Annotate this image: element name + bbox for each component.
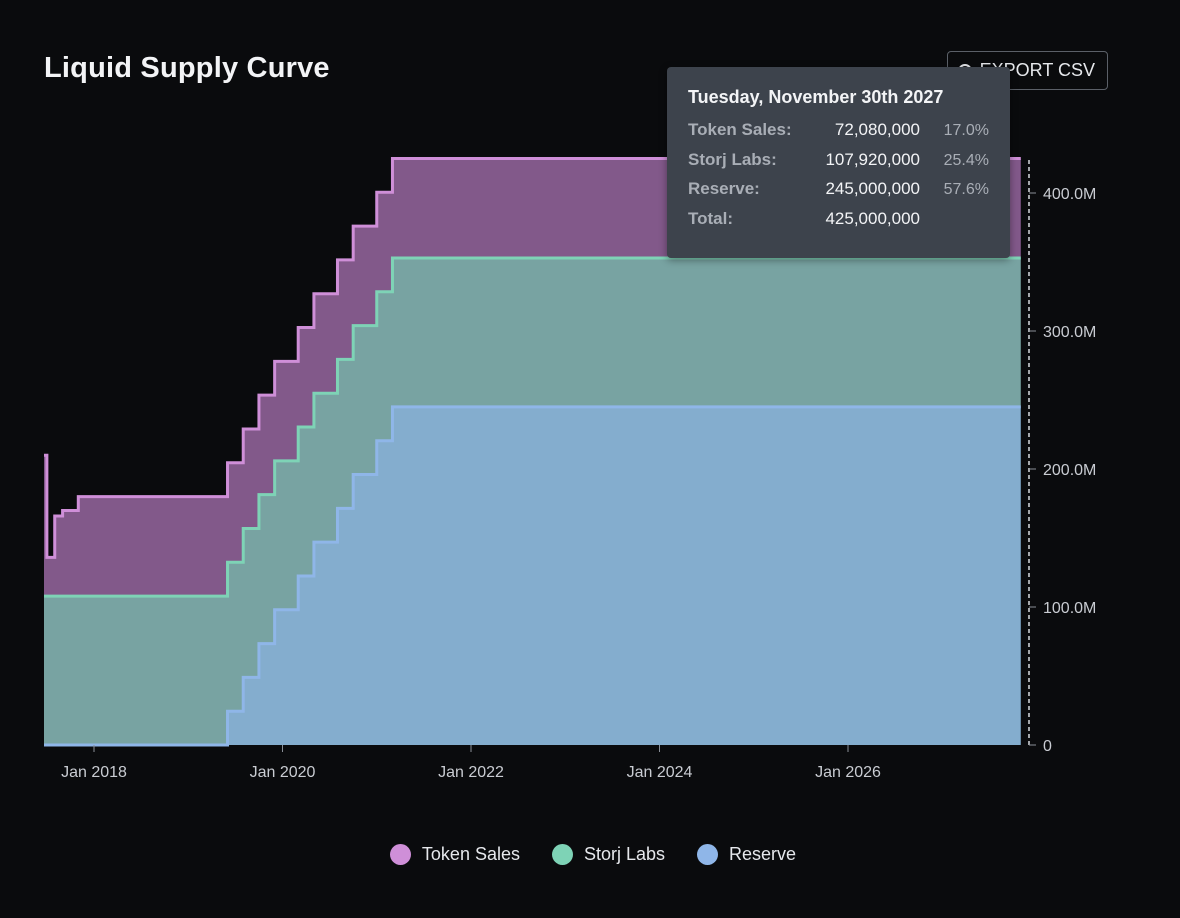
tooltip-label: Token Sales:: [688, 120, 792, 139]
area-storj-labs: [44, 257, 1021, 745]
chart-lines: [44, 157, 1021, 747]
legend-label: Token Sales: [421, 844, 520, 864]
y-tick-label: 300.0M: [1043, 324, 1096, 341]
legend-item-token-sales[interactable]: Token Sales: [389, 844, 520, 865]
x-tick-label: Jan 2022: [438, 764, 504, 781]
x-tick-label: Jan 2018: [61, 764, 127, 781]
tooltip-label: Reserve:: [688, 179, 760, 198]
line-storj-labs: [44, 256, 1021, 598]
tooltip-row-total: Total: 425,000,000: [688, 209, 990, 239]
line-reserve: [44, 405, 1021, 747]
tooltip-date: Tuesday, November 30th 2027: [688, 87, 944, 107]
tooltip-row-token-sales: Token Sales: 72,080,000 17.0%: [688, 120, 990, 150]
legend-dot-reserve: [697, 844, 719, 865]
legend-item-reserve[interactable]: Reserve: [697, 844, 796, 865]
y-tick-label: 0: [1043, 738, 1052, 755]
area-reserve: [44, 406, 1021, 745]
tooltip-pct: 25.4%: [943, 151, 989, 169]
tooltip-value: 425,000,000: [825, 208, 920, 228]
y-tick-label: 200.0M: [1043, 462, 1096, 479]
legend-dot-storj-labs: [551, 844, 573, 865]
tooltip-value: 107,920,000: [825, 149, 920, 169]
tooltip-row-reserve: Reserve: 245,000,000 57.6%: [688, 179, 990, 209]
legend-item-storj-labs[interactable]: Storj Labs: [551, 844, 666, 865]
chart-tooltip: Tuesday, November 30th 2027 Token Sales:…: [667, 67, 1010, 258]
tooltip-pct: 17.0%: [943, 122, 989, 139]
legend-dot-token-sales: [389, 844, 411, 865]
legend-label: Reserve: [729, 844, 797, 864]
x-tick-label: Jan 2024: [627, 764, 693, 781]
legend-label: Storj Labs: [583, 844, 666, 864]
x-tick-label: Jan 2026: [815, 764, 881, 781]
tooltip-value: 245,000,000: [825, 179, 920, 198]
chart-axes: 0 100.0M 200.0M 300.0M 400.0M Jan 2018 Jan 202…: [61, 160, 1096, 781]
line-token-sales: [44, 157, 1021, 559]
tooltip-label: Total:: [688, 208, 734, 228]
x-tick-label: Jan 2020: [250, 764, 316, 781]
tooltip-value: 72,080,000: [834, 120, 920, 139]
y-tick-label: 400.0M: [1043, 186, 1096, 203]
page-title: Liquid Supply Curve: [44, 52, 330, 84]
tooltip-pct: 57.6%: [943, 181, 989, 198]
tooltip-label: Storj Labs:: [688, 149, 777, 169]
y-tick-label: 100.0M: [1043, 600, 1096, 617]
tooltip-row-storj-labs: Storj Labs: 107,920,000 25.4%: [688, 150, 990, 180]
chart-legend: Token Sales Storj Labs Reserve: [0, 844, 1180, 865]
